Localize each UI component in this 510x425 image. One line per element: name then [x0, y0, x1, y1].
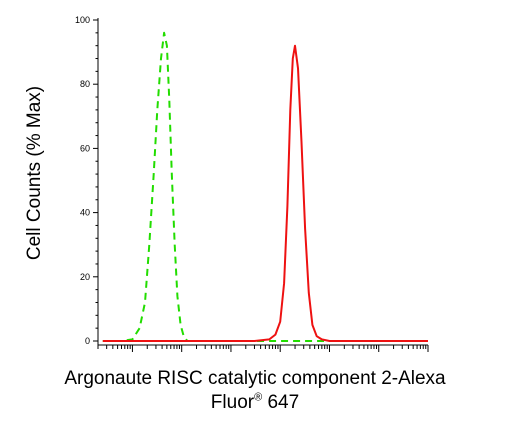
series-line-green-dashed	[102, 31, 428, 342]
x-axis-label-line1: Argonaute RISC catalytic component 2-Ale…	[64, 368, 446, 389]
y-tick-label: 100	[75, 15, 90, 25]
y-tick-label: 60	[80, 143, 90, 153]
registered-mark: ®	[254, 391, 263, 404]
x-axis-label: Argonaute RISC catalytic component 2-Ale…	[0, 367, 510, 415]
x-axis-label-647: 647	[262, 392, 300, 413]
series-line-red-solid	[102, 44, 428, 342]
y-tick-label: 0	[85, 336, 90, 346]
x-axis-label-fluor: Fluor	[210, 392, 255, 413]
series-layer	[102, 31, 428, 342]
plot-frame	[97, 18, 428, 346]
x-axis	[97, 345, 429, 352]
y-axis-label: Cell Counts (% Max)	[24, 85, 45, 260]
y-axis: 0 20 40 60 80 100	[75, 15, 98, 346]
y-tick-label: 80	[80, 79, 90, 89]
y-tick-label: 20	[80, 272, 90, 282]
x-axis-label-line2: Fluor® 647	[0, 391, 510, 415]
y-tick-label: 40	[80, 208, 90, 218]
